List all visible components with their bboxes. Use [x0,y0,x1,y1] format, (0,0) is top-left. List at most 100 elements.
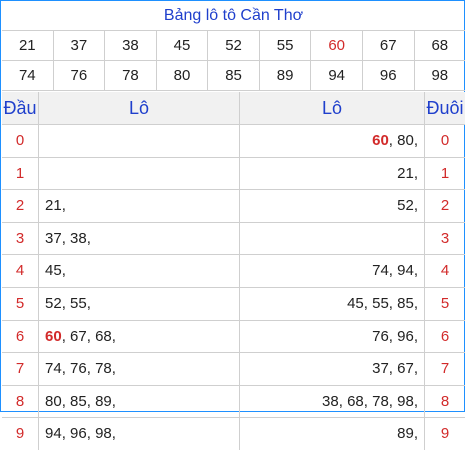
dau-digit: 3 [2,223,39,255]
lo-value: 85 [70,393,87,410]
lo-value: 98 [397,393,414,410]
lo-value: 37 [372,360,389,377]
lo-left-values: 21, [39,190,240,222]
lo-value: 55 [372,295,389,312]
lo-value: 21 [45,197,62,214]
lo-value: 94 [45,425,62,442]
lo-left-values: 74, 76, 78, [39,353,240,385]
lo-value: 80 [45,393,62,410]
lo-value: 96 [70,425,87,442]
lo-value: 21 [397,165,414,182]
duoi-digit: 5 [425,288,465,320]
lo-value: 78 [95,360,112,377]
number-cell: 78 [105,61,157,90]
number-cell: 38 [105,31,157,60]
lo-left-values [39,125,240,157]
number-cell: 89 [260,61,312,90]
lo-left-values: 80, 85, 89, [39,386,240,418]
duoi-digit: 7 [425,353,465,385]
table-title: Bảng lô tô Cần Thơ [2,2,465,31]
header-lo-right: Lô [240,92,425,124]
number-cell: 37 [54,31,106,60]
dau-digit: 8 [2,386,39,418]
number-cell: 76 [54,61,106,90]
number-cell: 55 [260,31,312,60]
lo-value: 85 [397,295,414,312]
lo-value: 98 [95,425,112,442]
number-cell: 94 [311,61,363,90]
lo-value: 45 [45,262,62,279]
dau-digit: 6 [2,321,39,353]
lo-value: 94 [397,262,414,279]
lo-value: 89 [397,425,414,442]
lo-value: 74 [45,360,62,377]
duoi-digit: 0 [425,125,465,157]
lo-right-values: 37, 67, [240,353,425,385]
lo-right-values: 45, 55, 85, [240,288,425,320]
lo-value: 60 [45,328,62,345]
number-cell: 67 [363,31,415,60]
duoi-digit: 8 [425,386,465,418]
lo-value: 37 [45,230,62,247]
lo-right-values: 60, 80, [240,125,425,157]
number-cell: 60 [311,31,363,60]
lo-value: 55 [70,295,87,312]
lo-value: 38 [322,393,339,410]
lo-right-values: 89, [240,418,425,450]
lo-value: 74 [372,262,389,279]
lo-left-values [39,158,240,190]
lo-value: 60 [372,132,389,149]
lo-value: 78 [372,393,389,410]
lo-value: 68 [347,393,364,410]
dau-digit: 2 [2,190,39,222]
duoi-digit: 9 [425,418,465,450]
lo-right-values: 76, 96, [240,321,425,353]
lo-value: 96 [397,328,414,345]
lo-left-values: 94, 96, 98, [39,418,240,450]
number-cell: 96 [363,61,415,90]
dau-digit: 0 [2,125,39,157]
number-cell: 21 [2,31,54,60]
lo-right-values: 74, 94, [240,255,425,287]
lo-value: 52 [45,295,62,312]
number-cell: 52 [208,31,260,60]
header-duoi: Đuôi [425,92,465,124]
dau-digit: 1 [2,158,39,190]
lo-right-values [240,223,425,255]
lo-value: 80 [397,132,414,149]
lo-table-header: Đầu Lô Lô Đuôi [2,92,465,125]
number-cell: 45 [157,31,209,60]
header-lo-left: Lô [39,92,240,124]
lo-right-values: 21, [240,158,425,190]
header-dau: Đầu [2,92,39,124]
number-cell: 74 [2,61,54,90]
lo-left-values: 45, [39,255,240,287]
lo-left-values: 37, 38, [39,223,240,255]
lo-value: 52 [397,197,414,214]
dau-digit: 4 [2,255,39,287]
number-cell: 98 [415,61,465,90]
lo-right-values: 38, 68, 78, 98, [240,386,425,418]
lo-left-values: 52, 55, [39,288,240,320]
dau-digit: 9 [2,418,39,450]
duoi-digit: 3 [425,223,465,255]
lo-value: 76 [70,360,87,377]
duoi-digit: 4 [425,255,465,287]
lo-left-values: 60, 67, 68, [39,321,240,353]
lo-value: 38 [70,230,87,247]
lo-value: 68 [95,328,112,345]
duoi-digit: 6 [425,321,465,353]
